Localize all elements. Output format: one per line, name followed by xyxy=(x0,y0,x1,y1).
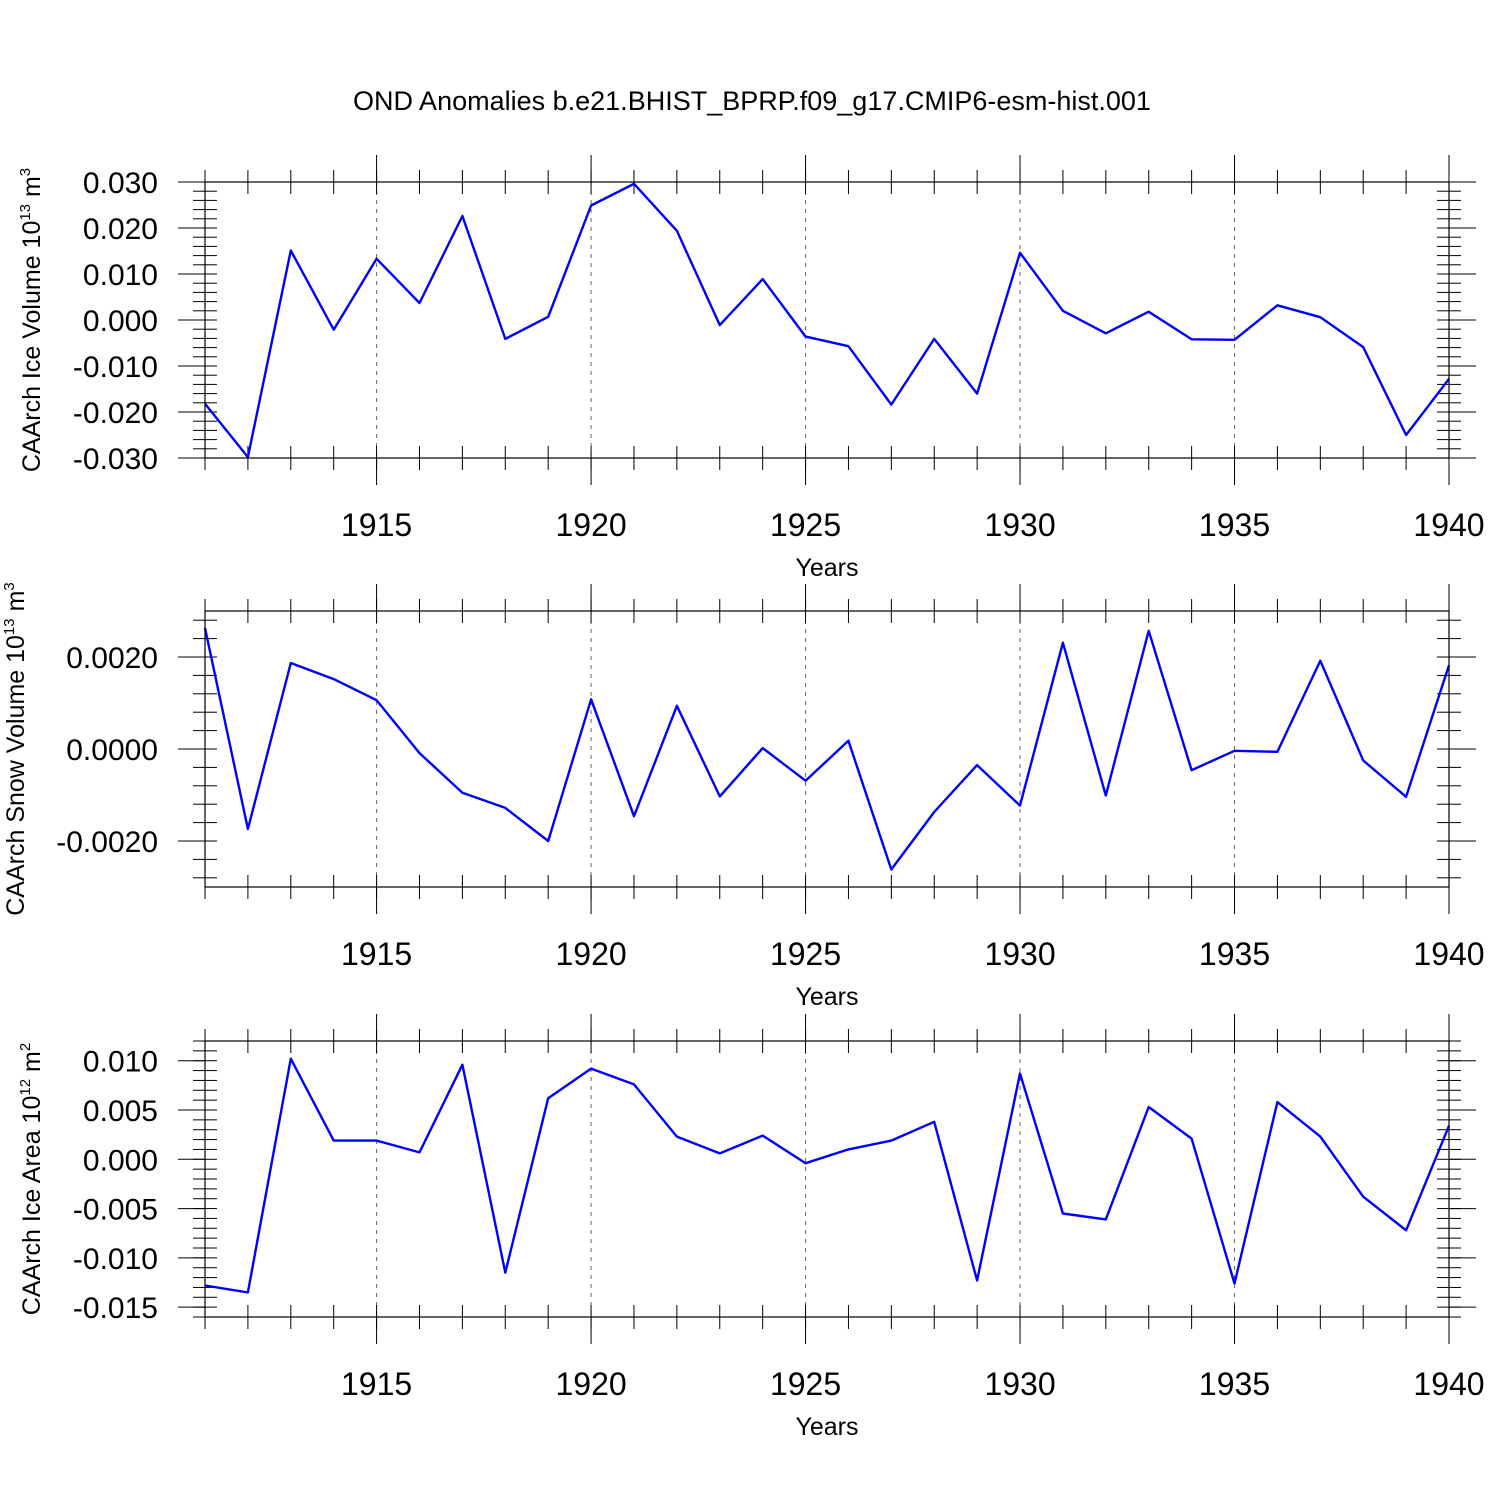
y-tick-label: -0.015 xyxy=(73,1292,158,1325)
series-line xyxy=(204,182,1450,459)
x-tick-label: 1935 xyxy=(1199,507,1270,543)
y-axis-title: CAArch Ice Volume 1013 m3 xyxy=(17,168,46,472)
x-tick-label: 1940 xyxy=(1413,507,1484,543)
x-tick-label: 1930 xyxy=(984,936,1055,972)
series-line xyxy=(203,627,1451,871)
y-tick-label: 0.020 xyxy=(83,213,158,246)
panels: -0.030 -0.020 -0.010 0.000 0.010 0.020 0.030 19… xyxy=(1,155,1485,1441)
y-axis-title: CAArch Snow Volume 1013 m3 xyxy=(1,582,30,916)
y-axis-title: CAArch Ice Area 1012 m2 xyxy=(17,1043,46,1315)
x-tick-label: 1940 xyxy=(1413,936,1484,972)
y-tick-label: 0.0020 xyxy=(66,642,158,675)
panel-2: -0.0020 0.0000 0.0020 1915 1920 1925 1930 1935 1… xyxy=(1,582,1485,1011)
x-axis-title: Years xyxy=(795,554,858,582)
y-tick-label: 0.030 xyxy=(83,167,158,200)
x-tick-label: 1930 xyxy=(984,507,1055,543)
x-tick-label: 1915 xyxy=(341,1366,412,1402)
y-tick-label: -0.010 xyxy=(73,351,158,384)
x-tick-label: 1925 xyxy=(770,507,841,543)
x-tick-label: 1915 xyxy=(341,936,412,972)
y-tick-label: 0.0000 xyxy=(66,734,158,767)
plot-frame xyxy=(204,1040,1450,1318)
chart-title: OND Anomalies b.e21.BHIST_BPRP.f09_g17.C… xyxy=(353,86,1151,116)
x-tick-label: 1935 xyxy=(1199,1366,1270,1402)
x-tick-label: 1920 xyxy=(555,936,626,972)
y-tick-label: -0.010 xyxy=(73,1243,158,1276)
y-tick-label: 0.000 xyxy=(83,1144,158,1177)
y-tick-label: -0.030 xyxy=(73,443,158,476)
x-tick-label: 1920 xyxy=(555,1366,626,1402)
x-tick-label: 1925 xyxy=(770,936,841,972)
x-tick-label: 1940 xyxy=(1413,1366,1484,1402)
y-tick-label: -0.005 xyxy=(73,1194,158,1227)
y-tick-label: 0.000 xyxy=(83,305,158,338)
y-tick-label: 0.005 xyxy=(83,1095,158,1128)
y-tick-label: 0.010 xyxy=(83,259,158,292)
x-tick-label: 1930 xyxy=(984,1366,1055,1402)
x-tick-label: 1920 xyxy=(555,507,626,543)
panel-1: -0.030 -0.020 -0.010 0.000 0.010 0.020 0.030 19… xyxy=(17,155,1485,582)
x-axis-title: Years xyxy=(795,1413,858,1441)
x-tick-label: 1925 xyxy=(770,1366,841,1402)
y-tick-label: -0.0020 xyxy=(56,826,158,859)
panel-3: -0.015 -0.010 -0.005 0.000 0.005 0.010 1915 192… xyxy=(17,1014,1485,1441)
x-tick-label: 1915 xyxy=(341,507,412,543)
plot-frame xyxy=(204,610,1450,888)
x-tick-label: 1935 xyxy=(1199,936,1270,972)
series-line xyxy=(204,1057,1451,1294)
y-tick-label: 0.010 xyxy=(83,1046,158,1079)
y-tick-label: -0.020 xyxy=(73,397,158,430)
x-axis-title: Years xyxy=(795,983,858,1011)
plot-frame xyxy=(204,181,1450,459)
